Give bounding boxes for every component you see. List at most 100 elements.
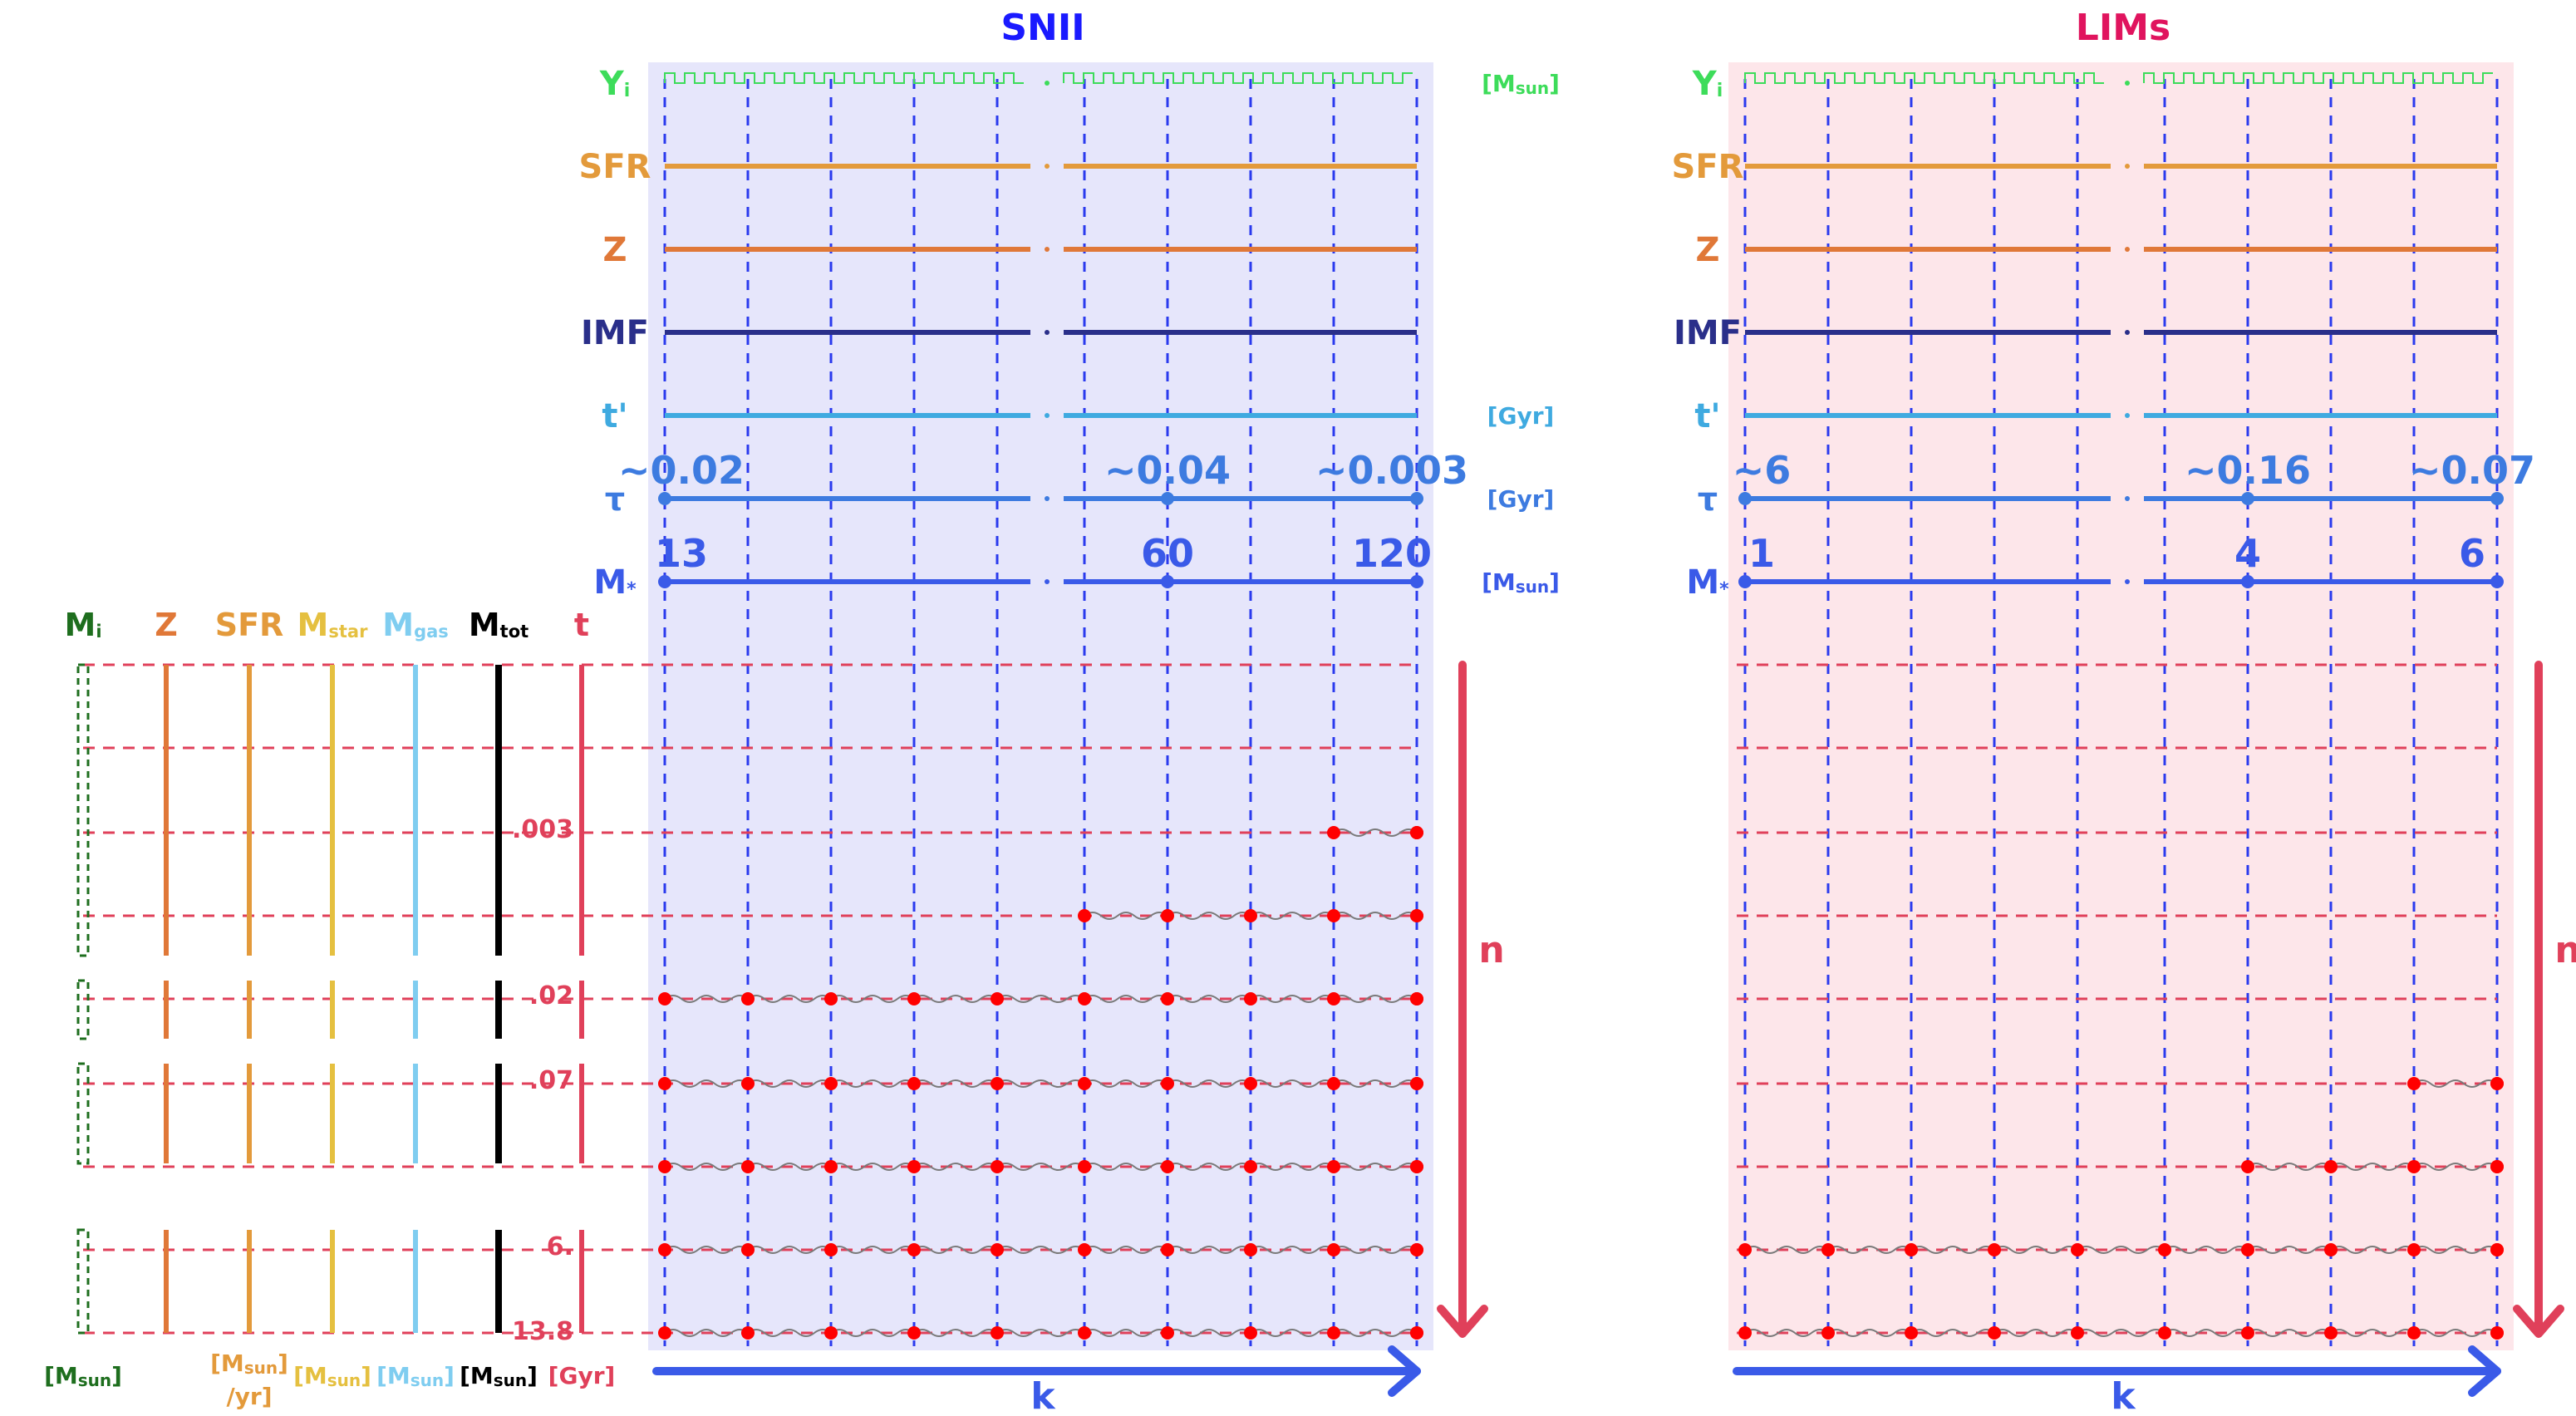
column-unit-0: [Msun] [44,1362,122,1390]
yield-wave [664,72,1024,84]
row-label-6: M* [593,563,637,602]
mass-marker [1161,575,1174,588]
panel-title: SNII [1000,7,1084,49]
data-dot [2324,1326,2338,1340]
mass-value: 4 [2234,531,2261,576]
data-dot [2071,1326,2084,1340]
mass-marker [1410,575,1423,588]
data-dot [824,1160,838,1173]
data-dot [2324,1160,2338,1173]
data-dot [991,992,1004,1005]
data-dot [824,1326,838,1340]
data-dot [824,1077,838,1090]
data-dot [1244,1326,1257,1340]
tau-marker [1410,492,1423,505]
wave-segment [1250,1163,1335,1171]
wave-segment [2330,1329,2415,1337]
wave-segment [1250,1246,1335,1254]
data-dot [2407,1077,2421,1090]
wave-segment [2330,1246,2415,1254]
wave-segment [1910,1246,1995,1254]
data-dot [1905,1243,1918,1256]
tau-value: ~0.02 [618,448,745,493]
column-unit-4: [Msun] [460,1362,538,1390]
wave-segment [996,1246,1085,1254]
break-dot [2125,496,2130,501]
row-label-5: τ [605,481,625,518]
wave-segment [664,1163,749,1171]
mass-marker [658,575,671,588]
wave-segment [2413,1246,2498,1254]
mass-value: 120 [1352,531,1432,576]
t-value: 13.8 [512,1317,573,1346]
wave-segment [1333,995,1418,1003]
wave-segment [747,1163,832,1171]
data-dot [1327,1077,1340,1090]
data-dot [1410,1326,1423,1340]
wave-segment [830,995,915,1003]
wave-segment [1827,1246,1912,1254]
row-label-2: Z [602,231,627,269]
break-dot [1045,330,1050,335]
wave-segment [2247,1329,2332,1337]
tau-marker [658,492,671,505]
wave-segment [1993,1246,2078,1254]
wave-segment [1167,912,1251,920]
wave-segment [1333,912,1418,920]
break-dot [1045,496,1050,501]
data-dot [991,1160,1004,1173]
wave-segment [2077,1246,2166,1254]
panel-title: LIMs [2076,7,2170,49]
data-dot [2407,1326,2421,1340]
data-dot [1078,1077,1091,1090]
data-dot [741,1160,755,1173]
data-dot [2071,1243,2084,1256]
data-dot [907,992,921,1005]
wave-segment [1910,1329,1995,1337]
column-header-4: Mgas [382,607,449,643]
column-unit-1: [Msun] [210,1350,288,1378]
data-dot [2407,1243,2421,1256]
wave-segment [913,1246,998,1254]
data-dot [1410,1160,1423,1173]
wave-segment [1167,1079,1251,1088]
data-dot [1410,1077,1423,1090]
row-label-0: Yi [599,65,631,103]
wave-segment [2164,1329,2249,1337]
data-dot [741,1243,755,1256]
wave-segment [664,1079,749,1088]
data-dot [1905,1326,1918,1340]
column-header-6: t [574,607,589,643]
data-dot [824,1243,838,1256]
data-dot [1821,1326,1835,1340]
wave-segment [1333,1246,1418,1254]
n-label: n [2554,929,2576,971]
data-dot [1988,1243,2001,1256]
wave-segment [1333,1329,1418,1337]
data-dot [907,1160,921,1173]
row-unit-4: [Gyr] [1487,402,1555,430]
data-dot [741,992,755,1005]
mi-column-line [76,1062,90,1165]
k-label: k [2111,1375,2136,1413]
data-dot [658,1160,671,1173]
column-header-3: Mstar [297,607,369,643]
break-dot [1045,164,1050,169]
mi-column-line [76,663,90,957]
data-dot [2241,1326,2254,1340]
data-dot [2158,1243,2171,1256]
row-label-5: τ [1698,481,1718,518]
row-label-1: SFR [579,148,651,186]
mass-value: 1 [1748,531,1775,576]
wave-segment [1084,1246,1168,1254]
data-dot [1078,1160,1091,1173]
data-dot [1327,992,1340,1005]
tau-value: ~6 [1733,448,1792,493]
panel-background [648,62,1433,1350]
data-dot [2490,1160,2504,1173]
data-dot [1410,1243,1423,1256]
data-dot [2490,1243,2504,1256]
wave-segment [913,995,998,1003]
column-header-1: Z [155,607,178,643]
